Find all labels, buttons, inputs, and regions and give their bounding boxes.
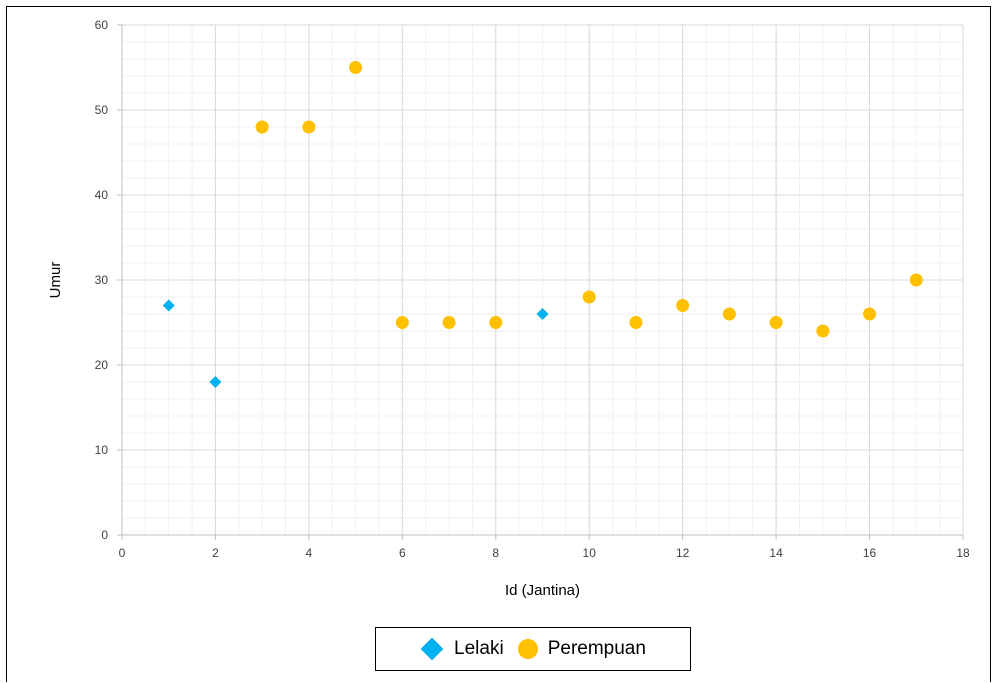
perempuan-point [582,290,596,304]
axes [117,24,964,540]
y-tick-label: 10 [95,443,109,457]
lelaki-point [536,308,549,320]
legend-label-perempuan: Perempuan [547,638,646,659]
x-tick-label: 12 [676,546,690,560]
perempuan-point [442,316,456,329]
chart-frame: 0 2 4 6 8 10 12 14 16 18 0 10 20 30 40 50 60 Id (Jantin… [6,6,991,682]
y-tick-labels: 0 10 20 30 40 50 60 [95,18,109,542]
perempuan-point [302,120,316,134]
chart-legend: Lelaki Perempuan [375,627,691,671]
x-tick-label: 8 [492,546,499,560]
lelaki-point [162,299,175,312]
perempuan-point [676,299,690,312]
legend-label-lelaki: Lelaki [454,638,504,659]
perempuan-point [863,307,877,321]
data-points [162,61,923,388]
diamond-marker-icon [420,637,444,661]
y-tick-label: 60 [95,18,109,32]
y-axis-title: Umur [47,262,64,299]
perempuan-point [489,316,503,329]
perempuan-point [349,61,363,74]
x-tick-label: 16 [863,546,877,560]
x-tick-label: 10 [583,546,597,560]
x-tick-label: 0 [119,546,126,560]
perempuan-point [909,273,923,287]
x-tick-labels: 0 2 4 6 8 10 12 14 16 18 [119,546,970,560]
legend-item-perempuan: Perempuan [517,638,646,660]
x-tick-label: 2 [212,546,219,560]
perempuan-point [722,307,736,321]
y-tick-label: 40 [95,188,109,202]
x-tick-label: 6 [399,546,406,560]
perempuan-point [255,120,269,134]
scatter-plot: 0 2 4 6 8 10 12 14 16 18 0 10 20 30 40 50 60 Id (Jantin… [47,18,970,599]
y-tick-label: 20 [95,358,109,372]
perempuan-point [816,324,830,338]
x-axis-title: Id (Jantina) [505,582,580,599]
perempuan-point [629,316,643,329]
lelaki-point [209,376,222,388]
legend-item-lelaki: Lelaki [420,637,504,661]
y-tick-label: 50 [95,103,109,117]
x-tick-label: 4 [306,546,313,560]
perempuan-point [395,316,409,329]
circle-marker-icon [517,639,538,659]
x-tick-label: 18 [956,546,970,560]
y-tick-label: 0 [101,528,108,542]
x-tick-label: 14 [769,546,783,560]
y-tick-label: 30 [95,273,109,287]
perempuan-point [769,316,783,329]
